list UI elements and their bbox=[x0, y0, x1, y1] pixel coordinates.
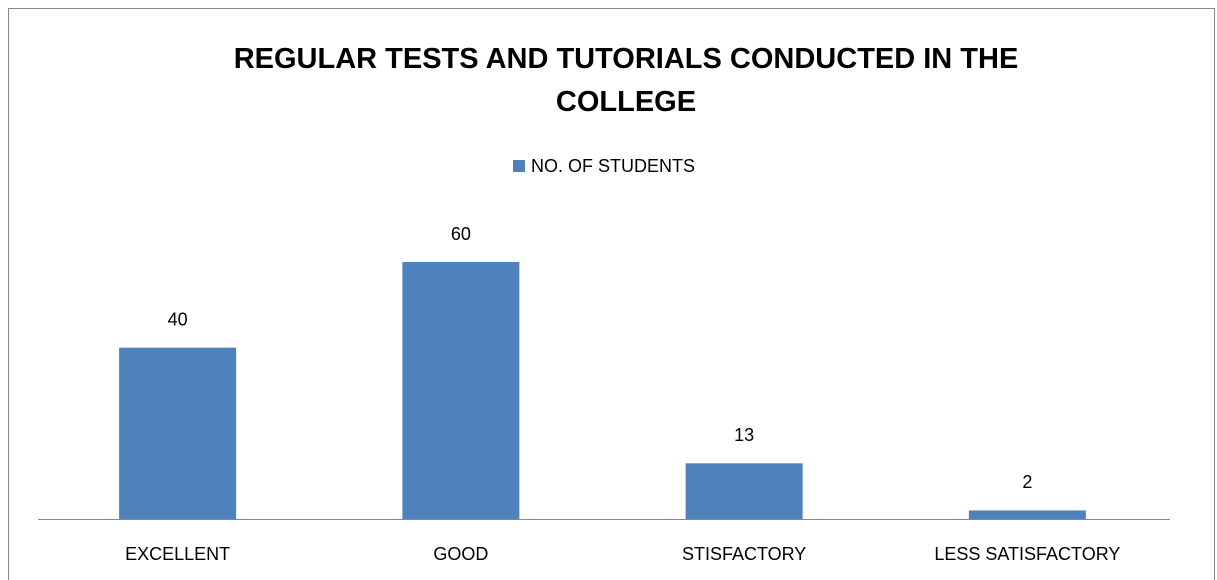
bar bbox=[402, 262, 520, 519]
x-tick-label: LESS SATISFACTORY bbox=[934, 544, 1120, 564]
x-tick-label: STISFACTORY bbox=[682, 544, 806, 564]
x-tick-label: GOOD bbox=[433, 544, 488, 564]
bar bbox=[119, 347, 237, 519]
chart-title: REGULAR TESTS AND TUTORIALS CONDUCTED IN… bbox=[233, 43, 1019, 118]
x-tick-label: EXCELLENT bbox=[125, 544, 230, 564]
legend-swatch bbox=[513, 160, 525, 172]
data-label: 60 bbox=[451, 224, 471, 244]
bar bbox=[968, 510, 1086, 519]
chart-border bbox=[8, 8, 1215, 580]
legend-label: NO. OF STUDENTS bbox=[531, 156, 695, 176]
data-label: 40 bbox=[168, 309, 188, 329]
data-label: 2 bbox=[1022, 472, 1032, 492]
bar bbox=[685, 463, 803, 519]
data-label: 13 bbox=[734, 425, 754, 445]
